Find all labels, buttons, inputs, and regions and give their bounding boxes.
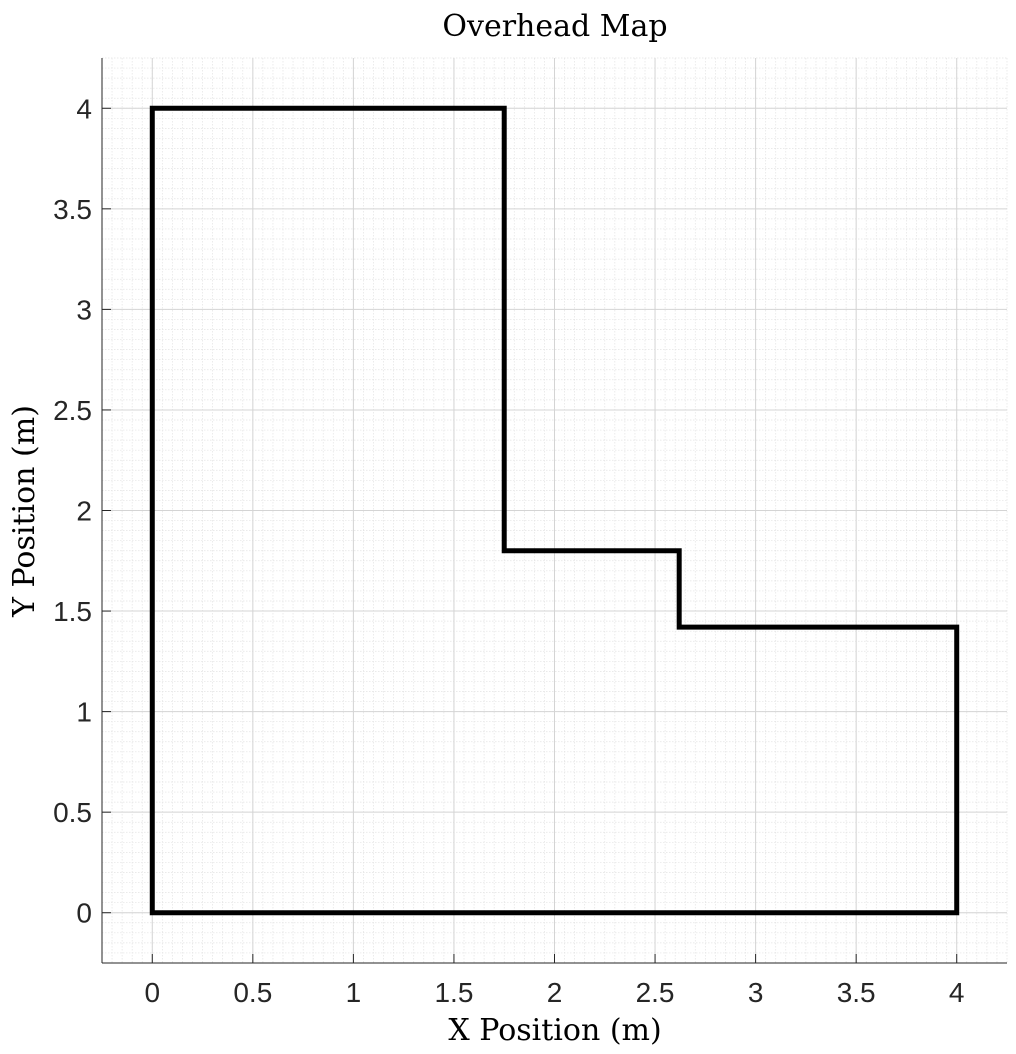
x-tick-label: 0 (144, 977, 160, 1008)
y-tick-label: 3 (76, 294, 92, 325)
x-tick-label: 3.5 (837, 977, 876, 1008)
y-axis-label: Y Position (m) (7, 405, 42, 618)
x-tick-label: 2 (547, 977, 563, 1008)
chart-title: Overhead Map (442, 9, 667, 44)
y-tick-label: 0.5 (53, 797, 92, 828)
y-tick-label: 3.5 (53, 194, 92, 225)
series-layer (149, 105, 960, 916)
x-axis-label: X Position (m) (448, 1013, 661, 1048)
x-tick-label: 2.5 (636, 977, 675, 1008)
y-tick-label: 4 (76, 93, 92, 124)
x-tick-label: 1 (346, 977, 362, 1008)
y-tick-label: 0 (76, 898, 92, 929)
axes (101, 58, 1007, 964)
y-tick-label: 2 (76, 496, 92, 527)
series-line-0 (149, 105, 960, 916)
x-tick-label: 0.5 (233, 977, 272, 1008)
x-tick-label: 4 (949, 977, 965, 1008)
y-tick-label: 1.5 (53, 596, 92, 627)
x-tick-label: 3 (748, 977, 764, 1008)
tick-labels: 0 0.5 1 1.5 2 2.5 3 3.5 4 0 0.5 1 1.5 2 2.5 3 3.5 4 (53, 93, 964, 1008)
x-tick-label: 1.5 (434, 977, 473, 1008)
y-tick-label: 2.5 (53, 395, 92, 426)
y-tick-label: 1 (76, 697, 92, 728)
